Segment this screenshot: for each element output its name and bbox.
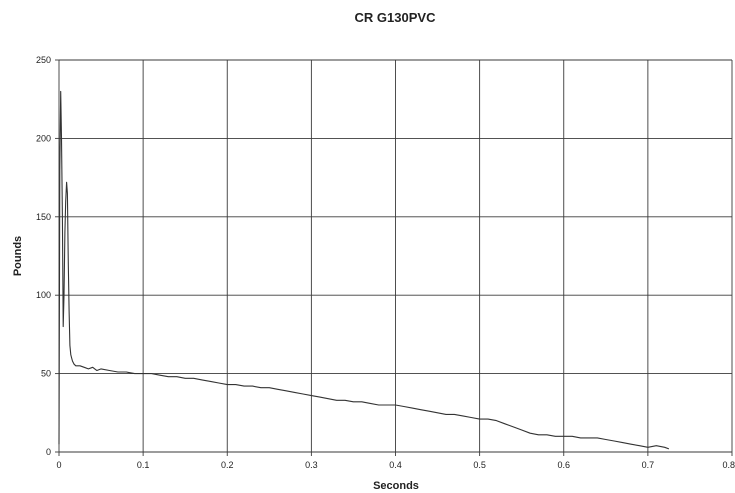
x-tick-label: 0.7 (642, 460, 655, 470)
y-tick-label: 0 (46, 447, 51, 457)
x-tick-label: 0.3 (305, 460, 318, 470)
y-axis-label: Pounds (12, 236, 24, 276)
y-tick-label: 50 (41, 369, 51, 379)
x-tick-label: 0.6 (557, 460, 570, 470)
x-tick-label: 0.2 (221, 460, 234, 470)
tick-labels: 0 0.1 0.2 0.3 0.4 0.5 0.6 0.7 0.8 0 50 100 150 200 250 (36, 55, 735, 470)
x-tick-label: 0.1 (137, 460, 150, 470)
y-tick-label: 100 (36, 290, 51, 300)
y-tick-label: 150 (36, 212, 51, 222)
x-tick-label: 0 (56, 460, 61, 470)
x-tick-label: 0.4 (389, 460, 402, 470)
series-layer (58, 90, 670, 450)
data-series-line (58, 90, 670, 450)
x-tick-label: 0.5 (473, 460, 486, 470)
y-tick-label: 250 (36, 55, 51, 65)
gridlines (55, 59, 733, 456)
x-axis-label: Seconds (373, 480, 419, 492)
y-tick-label: 200 (36, 133, 51, 143)
x-tick-label: 0.8 (722, 460, 735, 470)
chart-title: CR G130PVC (355, 10, 437, 25)
